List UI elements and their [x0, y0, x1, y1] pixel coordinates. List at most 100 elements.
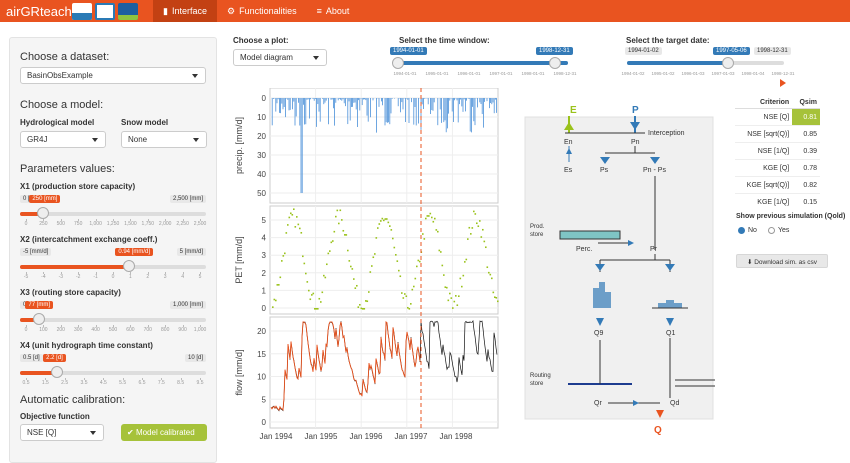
slider-min-label: 0.5 [d] — [20, 354, 43, 362]
date-tick-label: 1996-01-01 — [457, 71, 481, 76]
criterion-value: 0.82 — [792, 176, 820, 194]
pet-point — [321, 291, 324, 294]
slider-tick-label: 4.5 — [99, 380, 107, 386]
slider-max-label: 2,500 [mm] — [169, 195, 206, 203]
pet-point — [435, 229, 438, 231]
pet-point — [464, 261, 466, 263]
criterion-name: KGE [Q] — [735, 159, 793, 177]
slider-tick-label: 100 — [39, 327, 48, 333]
slider-track — [20, 371, 206, 375]
pet-point — [444, 286, 447, 288]
pet-point — [302, 255, 304, 258]
pet-point — [296, 216, 298, 218]
slider-tick — [26, 219, 27, 221]
pet-point — [327, 252, 330, 255]
pet-point — [320, 301, 322, 303]
param-slider-x4[interactable]: 0.5 [d] 10 [d] 2.2 [d] 0.5 1.5 2.5 3.5 4.5 5.5 6.… — [20, 351, 206, 386]
slider-tick-label: 2.5 — [61, 380, 69, 386]
slider-min-label: -5 [mm/d] — [20, 248, 52, 256]
pet-point — [360, 307, 363, 310]
pet-point — [377, 227, 379, 229]
qsim-header: Qsim — [792, 97, 820, 109]
tab-interface[interactable]: ▮ Interface — [153, 0, 217, 22]
q1-label: Q1 — [666, 330, 675, 337]
slider-handle[interactable] — [33, 313, 46, 325]
play-icon[interactable] — [780, 79, 786, 87]
y-tick-label: 4 — [262, 234, 267, 243]
time-window-start-handle[interactable] — [392, 57, 404, 69]
param-slider-x3[interactable]: 0 [mm]1,000 [mm]77 [mm]01002003004005006… — [20, 298, 206, 333]
slider-tick-label: 1 — [129, 274, 132, 280]
calibrate-button[interactable]: ✔ Model calibrated — [121, 424, 207, 441]
qr-label: Qr — [594, 400, 602, 407]
pet-point — [449, 292, 451, 295]
plot-select-label: Choose a plot: — [233, 36, 289, 45]
pet-point — [386, 218, 388, 220]
en-label: En — [564, 139, 573, 146]
pet-series — [272, 208, 499, 310]
pet-point — [414, 277, 417, 280]
slider-handle[interactable] — [123, 260, 136, 272]
y-axis-label-precip: precip. [mm/d] — [234, 117, 244, 174]
pet-point — [342, 229, 345, 232]
pet-point — [317, 308, 319, 310]
criteria-row: NSE [Q] 0.81 — [735, 108, 820, 126]
hydro-model-select[interactable]: GR4J — [20, 131, 106, 148]
pet-point — [479, 220, 481, 222]
pet-point — [281, 260, 283, 262]
tab-about[interactable]: ≡ About — [316, 6, 350, 16]
check-icon: ✔ — [127, 428, 134, 437]
slider-handle[interactable] — [51, 366, 64, 378]
slider-tick — [130, 272, 132, 274]
slider-handle[interactable] — [37, 207, 50, 219]
slider-tick — [200, 272, 201, 274]
radio-yes[interactable] — [767, 227, 775, 234]
y-tick-label: 0 — [262, 418, 267, 427]
slider-tick-label: 1,500 — [124, 221, 137, 227]
pet-point — [284, 252, 286, 255]
chart-panel-pet — [269, 205, 499, 315]
target-date-handle[interactable] — [722, 57, 734, 69]
slider-tick — [95, 219, 97, 221]
objfun-select[interactable]: NSE [Q] — [20, 424, 104, 441]
pet-point — [458, 295, 460, 298]
pet-point — [441, 264, 444, 267]
slider-tick — [43, 325, 45, 327]
pet-point — [353, 278, 355, 280]
pet-point — [276, 284, 279, 286]
pr-label: Pr — [650, 246, 658, 253]
time-window-end-handle[interactable] — [549, 57, 561, 69]
app-brand[interactable]: airGRteaching — [6, 3, 90, 19]
tab-functionalities[interactable]: ⚙ Functionalities — [226, 5, 297, 17]
param-slider-x2[interactable]: -5 [mm/d] 5 [mm/d] 0.94 [mm/d] -5 -4 -3 -2 -1 0 1… — [20, 245, 206, 280]
slider-tick-label: 900 — [178, 327, 187, 333]
pet-point — [374, 253, 376, 255]
prev-sim-label: Show previous simulation (Qold) — [736, 213, 846, 220]
y-tick-label: 10 — [257, 113, 266, 122]
irstea-logo-icon — [72, 2, 92, 20]
dataset-select[interactable]: BasinObsExample — [20, 67, 206, 84]
plot-select[interactable]: Model diagram — [233, 49, 327, 66]
slider-tick-label: 300 — [74, 327, 83, 333]
pet-point — [477, 225, 480, 228]
radio-no[interactable] — [738, 227, 745, 234]
pet-point — [486, 266, 489, 269]
pet-point — [278, 284, 280, 286]
model-diagram: E P Interception En Pn Es Ps Pn - Ps Pro… — [524, 105, 715, 436]
slider-tick-label: -5 — [23, 274, 29, 280]
slider-tick — [161, 378, 163, 380]
slider-track — [20, 212, 206, 216]
pet-point — [375, 237, 378, 239]
pet-point — [407, 306, 409, 309]
x-tick-label: Jan 1998 — [440, 432, 473, 441]
pet-point — [293, 208, 295, 211]
pet-point — [372, 256, 375, 259]
param-slider-x1[interactable]: 0 [mm]2,500 [mm]250 [mm]02505007501,0001… — [20, 192, 206, 227]
pet-point — [303, 262, 306, 265]
pet-point — [380, 220, 382, 222]
pet-point — [351, 268, 354, 270]
pet-point — [408, 308, 411, 310]
y-tick-label: 3 — [262, 251, 267, 260]
download-button[interactable]: ⬇ Download sim. as csv — [736, 254, 828, 268]
snow-model-select[interactable]: None — [121, 131, 207, 148]
